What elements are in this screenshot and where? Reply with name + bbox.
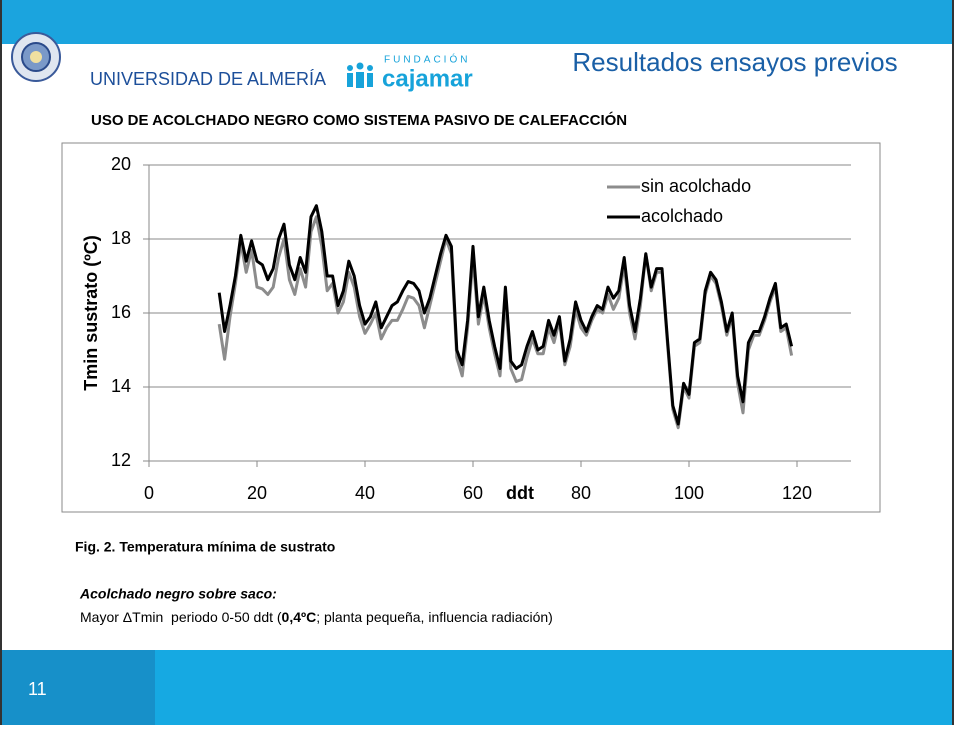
university-logo: [11, 32, 61, 82]
border: [0, 0, 2, 725]
note-bold: 0,4ºC: [282, 609, 317, 625]
plot: 12 14 16 18 20 0 20 40 60 80 100 120 ddt Tmin sustrat…: [81, 154, 851, 503]
page-number: 11: [28, 679, 47, 699]
y-tick-label: 14: [111, 376, 131, 396]
x-tick-label: 20: [247, 483, 267, 503]
note-body: Mayor ΔTmin periodo 0-50 ddt (0,4ºC; pla…: [80, 609, 553, 625]
bottom-bar: [155, 650, 954, 725]
y-tick-label: 16: [111, 302, 131, 322]
x-tick-label: 120: [782, 483, 812, 503]
chart-title: USO DE ACOLCHADO NEGRO COMO SISTEMA PASI…: [91, 111, 627, 129]
series-line: [217, 204, 794, 426]
y-axis-label: Tmin sustrato (ºC): [81, 235, 101, 391]
y-tick-label: 18: [111, 228, 131, 248]
chart-frame: [61, 142, 881, 513]
legend-label: acolchado: [641, 206, 723, 226]
x-tick-label: 100: [674, 483, 704, 503]
x-tick-label: 40: [355, 483, 375, 503]
note-text: ; planta pequeña, influencia radiación): [316, 609, 553, 625]
x-tick-label: 60: [463, 483, 483, 503]
note-text: Mayor ΔTmin periodo 0-50 ddt (: [80, 609, 282, 625]
y-tick-label: 20: [111, 154, 131, 174]
y-tick-label: 12: [111, 450, 131, 470]
legend-label: sin acolchado: [641, 176, 751, 196]
x-tick-label: 80: [571, 483, 591, 503]
caption: Fig. 2. Temperatura mínima de sustrato: [75, 539, 335, 555]
foundation-name: cajamar: [382, 65, 473, 92]
border: [952, 0, 954, 725]
foundation-icon: [347, 62, 373, 88]
x-axis-label: ddt: [506, 483, 534, 503]
foundation-small: FUNDACIÓN: [384, 53, 470, 66]
top-bar: [0, 0, 954, 44]
note-heading: Acolchado negro sobre saco:: [79, 586, 277, 602]
university-name: UNIVERSIDAD DE ALMERÍA: [90, 69, 326, 89]
x-tick-label: 0: [144, 483, 154, 503]
page-box: [0, 650, 155, 725]
slide-title: Resultados ensayos previos: [572, 47, 897, 77]
